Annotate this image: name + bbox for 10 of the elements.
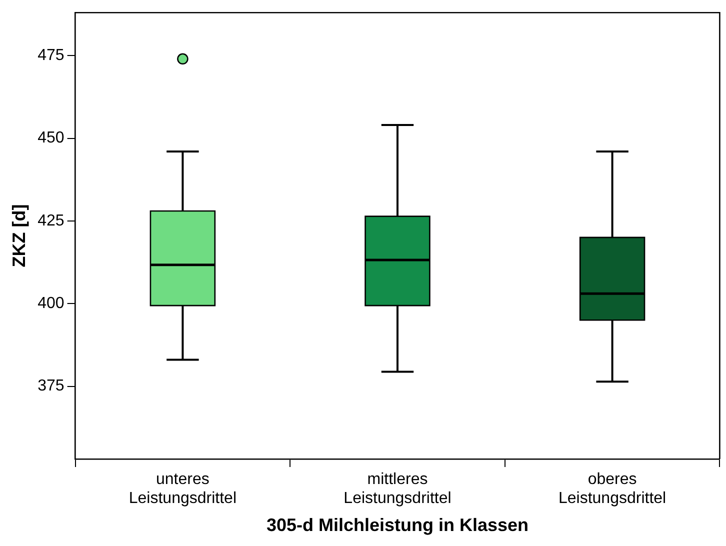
y-axis-title: ZKZ [d]	[8, 204, 29, 268]
y-tick-label: 375	[38, 378, 64, 395]
x-tick-label: mittleres Leistungsdrittel	[344, 471, 452, 508]
y-tick-label: 475	[38, 46, 64, 64]
y-tick-label: 450	[38, 130, 64, 147]
y-tick-label: 400	[38, 294, 64, 312]
x-axis-title: 305-d Milchleistung in Klassen	[266, 515, 529, 536]
x-tick-label: oberes Leistungsdrittel	[558, 471, 666, 508]
y-tick-label: 425	[38, 212, 64, 230]
x-tick-label: unteres Leistungsdrittel	[128, 471, 237, 508]
